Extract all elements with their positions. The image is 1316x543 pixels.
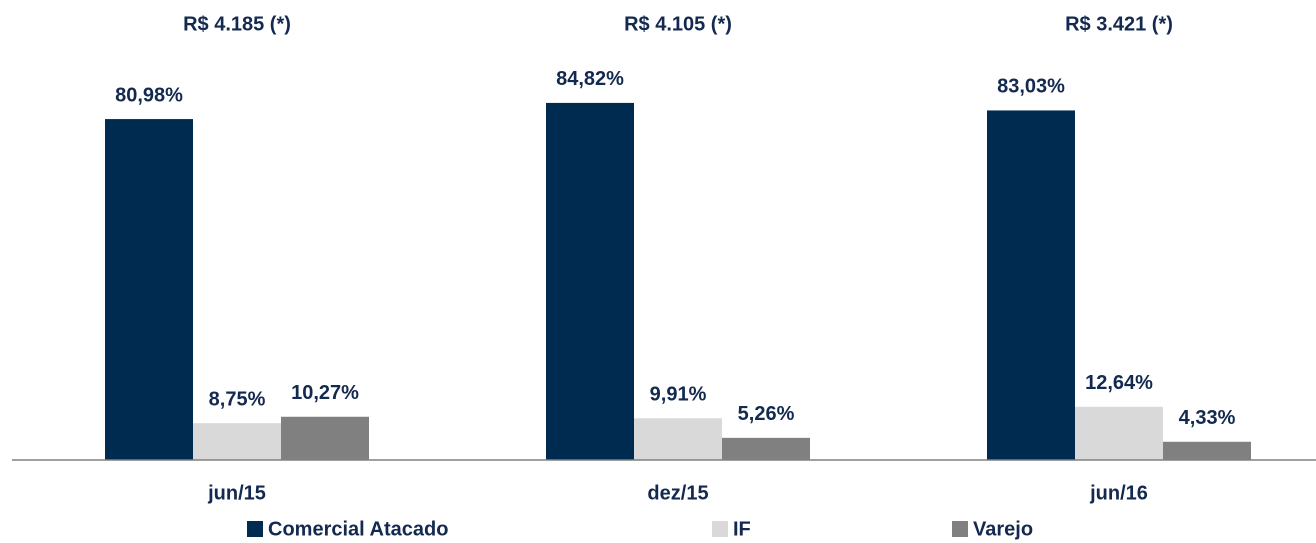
legend-label: Comercial Atacado [268, 518, 448, 540]
bar [546, 102, 634, 460]
legend-label: IF [733, 518, 751, 540]
bar [987, 110, 1075, 461]
bar [105, 119, 193, 460]
value-label: 83,03% [997, 76, 1065, 98]
bar [281, 416, 369, 460]
bar [722, 437, 810, 460]
value-label: 80,98% [115, 84, 183, 106]
legend-label: Varejo [973, 518, 1033, 540]
bar [1163, 441, 1251, 460]
annotation: R$ 4.105 (*) [624, 13, 732, 35]
value-label: 9,91% [650, 384, 707, 406]
value-label: 5,26% [738, 403, 795, 425]
legend-swatch [247, 521, 263, 537]
legend-swatch [952, 521, 968, 537]
bar [634, 418, 722, 460]
value-label: 10,27% [291, 382, 359, 404]
annotation: R$ 3.421 (*) [1065, 13, 1173, 35]
bar [1075, 406, 1163, 460]
annotation: R$ 4.185 (*) [183, 13, 291, 35]
x-tick-label: dez/15 [647, 482, 708, 504]
value-label: 8,75% [209, 388, 266, 410]
legend-swatch [712, 521, 728, 537]
x-tick-label: jun/16 [1089, 482, 1148, 504]
value-label: 4,33% [1179, 407, 1236, 429]
bar [193, 423, 281, 460]
value-label: 12,64% [1085, 372, 1153, 394]
x-tick-label: jun/15 [207, 482, 266, 504]
value-label: 84,82% [556, 68, 624, 90]
